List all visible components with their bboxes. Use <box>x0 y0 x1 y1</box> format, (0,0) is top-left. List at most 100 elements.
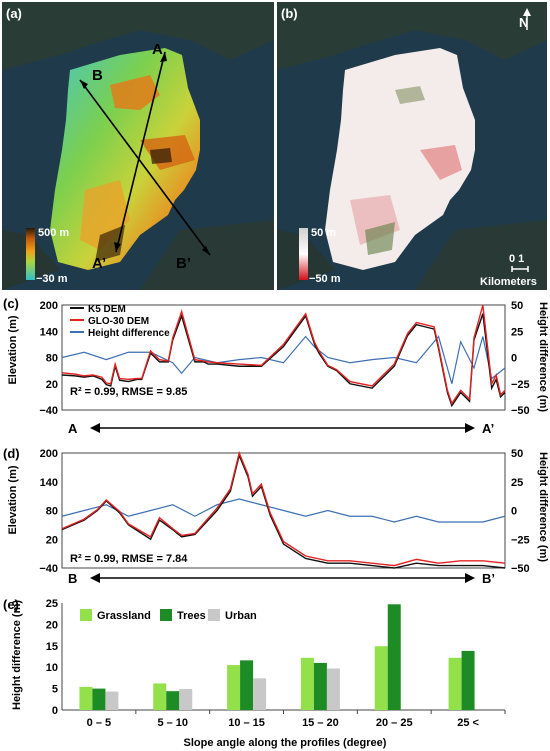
point-b-prime-label: B’ <box>176 255 191 272</box>
map-b-colorbar-min: −50 m <box>309 273 341 285</box>
map-figure: A B A’ B’ (a) 500 m −30 m (b) 50 m −50 m… <box>2 2 547 290</box>
profile-line-b <box>79 79 211 256</box>
series-line-height-difference <box>61 498 506 523</box>
d-ylabel: Elevation (m) <box>7 465 19 534</box>
x-tick-label: 0 – 5 <box>87 717 111 729</box>
y-tick-label: 25 <box>46 598 58 610</box>
y-tick-label: 20 <box>46 379 58 391</box>
map-b: (b) 50 m −50 m N 0 1 Kilometers <box>277 2 547 290</box>
e-legend: Grassland Trees Urban <box>80 609 257 622</box>
x-tick-label: 5 – 10 <box>157 717 188 729</box>
y-tick-label: 5 <box>52 684 58 696</box>
d-end-label: B’ <box>482 571 495 586</box>
plot-frame <box>61 452 506 569</box>
e-plot: 0 5 10 15 20 25 0 – 5 5 – 10 10 – 15 15 – 20 20 – … <box>46 598 506 729</box>
c-plot: −40 20 80 140 200 −50 −25 0 25 50 <box>39 300 529 417</box>
bar-grassland-4 <box>374 646 388 710</box>
y2-tick-label: 25 <box>511 326 523 338</box>
d-y2label: Height difference (m) <box>537 452 549 562</box>
c-profile-arrow <box>90 423 475 433</box>
d-start-label: B <box>68 571 77 586</box>
x-tick-label: 20 – 25 <box>376 717 413 729</box>
bar-trees-2 <box>240 660 254 710</box>
x-tick-label: 15 – 20 <box>302 717 339 729</box>
north-arrow-icon: N <box>519 8 531 30</box>
y2-tick-label: 50 <box>511 300 523 312</box>
bar-grassland-3 <box>300 657 314 710</box>
bar-trees-4 <box>387 604 401 710</box>
point-b-label: B <box>92 67 103 84</box>
y2-tick-label: 0 <box>511 353 517 365</box>
series-line-k5-dem <box>61 453 506 569</box>
y-tick-label: 200 <box>40 448 58 460</box>
panel-label-d: (d) <box>3 446 20 461</box>
y-tick-label: 200 <box>40 300 58 312</box>
y-tick-label: 140 <box>40 326 58 338</box>
y2-tick-label: 0 <box>511 506 517 518</box>
y2-tick-label: −25 <box>511 534 530 546</box>
y-tick-label: 140 <box>40 477 58 489</box>
map-a-colorbar-min: −30 m <box>36 273 68 285</box>
bar-urban-2 <box>253 678 267 710</box>
d-stats: R² = 0.99, RMSE = 7.84 <box>70 553 188 565</box>
scale-ticks: 0 1 <box>509 253 524 265</box>
panel-label-c: (c) <box>3 296 19 311</box>
map-b-colorbar <box>299 228 308 280</box>
bar-urban-3 <box>326 668 340 710</box>
y2-tick-label: 50 <box>511 448 523 460</box>
c-end-label: A’ <box>482 421 494 436</box>
c-start-label: A <box>68 421 78 436</box>
y2-tick-label: −50 <box>511 405 530 417</box>
scale-bar: 0 1 Kilometers <box>480 253 537 288</box>
point-a-label: A <box>152 41 163 58</box>
profile-chart-aa: (c) Elevation (m) Height difference (m) … <box>3 296 549 436</box>
y-tick-label: 10 <box>46 662 58 674</box>
legend-diff: Height difference <box>88 328 170 339</box>
bar-grassland-1 <box>153 683 167 710</box>
north-label: N <box>519 15 528 30</box>
panel-label-e: (e) <box>3 597 19 612</box>
profile-chart-bb: (d) Elevation (m) Height difference (m) … <box>3 446 549 586</box>
d-profile-arrow <box>90 573 475 583</box>
scale-unit: Kilometers <box>480 276 537 288</box>
y-tick-label: 20 <box>46 619 58 631</box>
y2-tick-label: −50 <box>511 563 530 575</box>
slope-bar-chart: (e) Height difference (m) Slope angle al… <box>3 597 506 749</box>
panel-label-b: (b) <box>281 6 298 21</box>
map-a-colorbar-max: 500 m <box>38 227 69 239</box>
y-tick-label: −40 <box>39 563 58 575</box>
series-line-glo-30-dem <box>61 304 506 406</box>
d-plot: −40 20 80 140 200 −50 −25 0 25 50 <box>39 448 529 575</box>
y-tick-label: 20 <box>46 534 58 546</box>
legend-grassland: Grassland <box>97 610 151 622</box>
y-tick-label: 0 <box>52 705 58 717</box>
x-tick-label: 25 < <box>457 717 479 729</box>
legend-k5: K5 DEM <box>88 304 126 315</box>
c-legend: K5 DEM GLO-30 DEM Height difference <box>70 304 170 339</box>
bar-trees-0 <box>92 688 106 710</box>
y-tick-label: 15 <box>46 641 58 653</box>
y-tick-label: −40 <box>39 405 58 417</box>
bar-trees-1 <box>166 691 180 710</box>
legend-urban: Urban <box>225 610 257 622</box>
y2-tick-label: 25 <box>511 477 523 489</box>
e-xlabel: Slope angle along the profiles (degree) <box>184 737 387 749</box>
y2-tick-label: −25 <box>511 379 530 391</box>
c-ylabel: Elevation (m) <box>7 315 19 384</box>
bar-grassland-0 <box>79 686 93 710</box>
e-ylabel: Height difference (m) <box>11 600 23 710</box>
map-b-colorbar-max: 50 m <box>311 227 336 239</box>
y-tick-label: 80 <box>46 353 58 365</box>
panel-label-a: (a) <box>6 6 22 21</box>
bar-urban-1 <box>179 689 193 710</box>
x-tick-label: 10 – 15 <box>228 717 265 729</box>
bar-trees-3 <box>313 662 327 710</box>
bar-urban-0 <box>105 691 119 710</box>
point-a-prime-label: A’ <box>92 255 106 272</box>
series-line-glo-30-dem <box>61 450 506 567</box>
y-tick-label: 80 <box>46 506 58 518</box>
bar-trees-5 <box>461 650 475 710</box>
bar-grassland-2 <box>227 665 241 710</box>
bar-grassland-5 <box>448 657 462 710</box>
c-y2label: Height difference (m) <box>537 302 549 412</box>
